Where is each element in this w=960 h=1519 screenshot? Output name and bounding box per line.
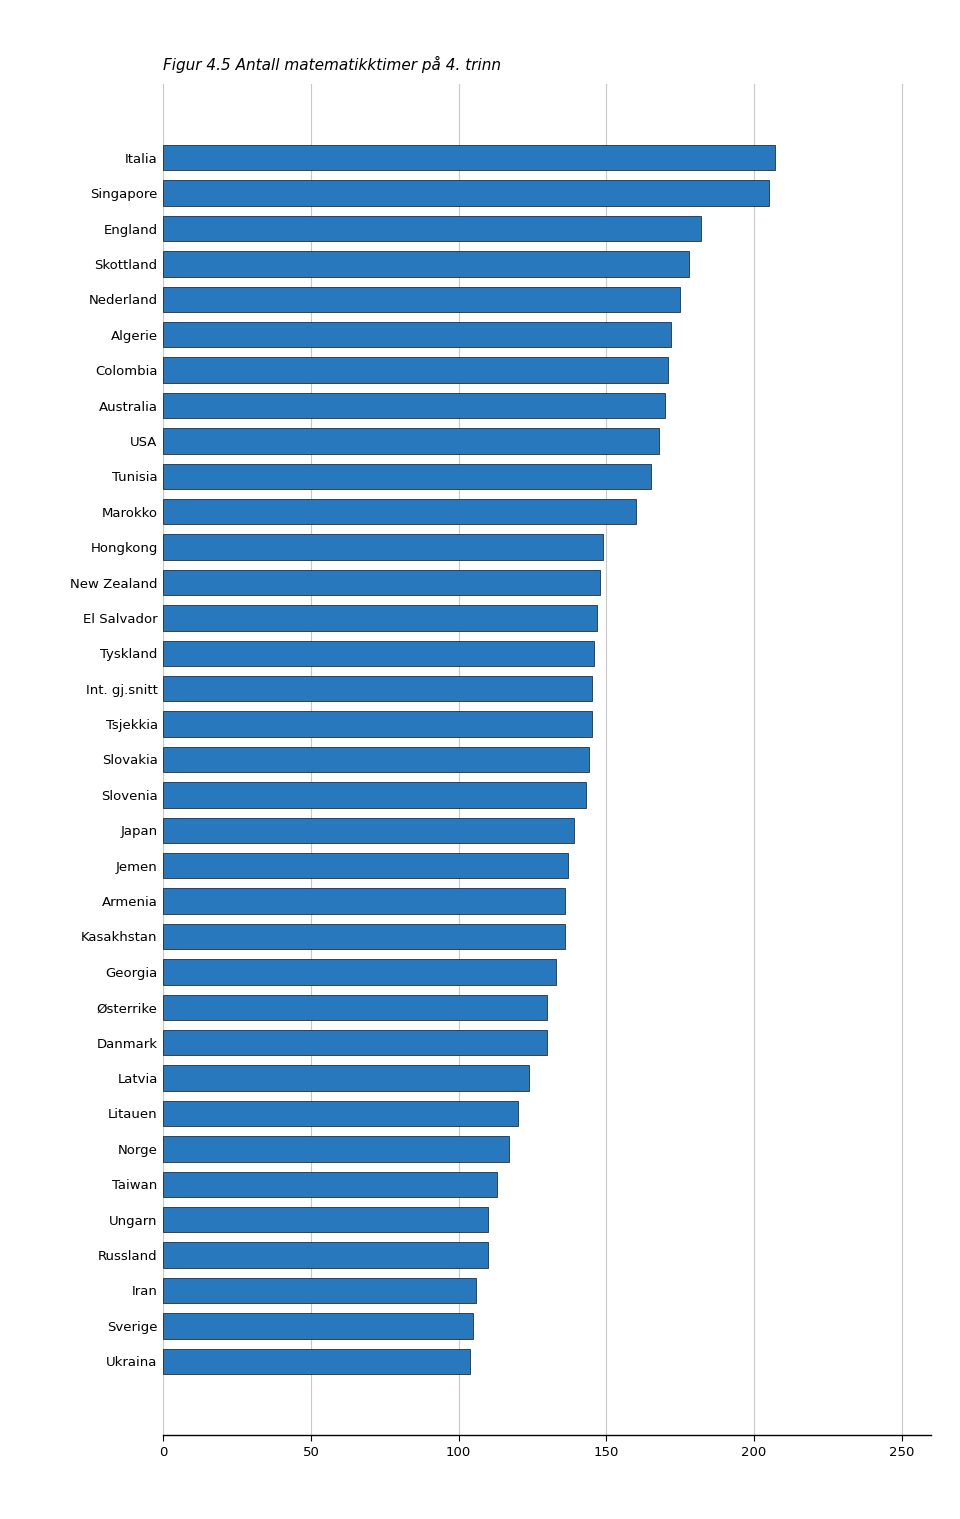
Bar — [163, 357, 668, 383]
Bar — [163, 1136, 509, 1162]
Bar — [163, 498, 636, 524]
Bar — [163, 817, 574, 843]
Bar — [163, 535, 603, 561]
Bar — [163, 1312, 473, 1338]
Bar — [163, 605, 597, 630]
Bar — [163, 889, 564, 914]
Bar — [163, 1101, 517, 1126]
Bar — [163, 854, 568, 878]
Bar — [163, 322, 671, 348]
Bar — [163, 995, 547, 1021]
Bar — [163, 1277, 476, 1303]
Bar — [163, 463, 651, 489]
Bar — [163, 428, 660, 454]
Text: Figur 4.5 Antall matematikktimer på 4. trinn: Figur 4.5 Antall matematikktimer på 4. t… — [163, 56, 501, 73]
Bar — [163, 570, 600, 595]
Bar — [163, 1349, 470, 1375]
Bar — [163, 641, 594, 665]
Bar — [163, 782, 586, 808]
Bar — [163, 393, 665, 418]
Bar — [163, 711, 591, 737]
Bar — [163, 1243, 488, 1268]
Bar — [163, 1208, 488, 1232]
Bar — [163, 924, 564, 949]
Bar — [163, 958, 556, 984]
Bar — [163, 251, 689, 276]
Bar — [163, 181, 769, 207]
Bar — [163, 144, 775, 170]
Bar — [163, 676, 591, 702]
Bar — [163, 216, 701, 242]
Bar — [163, 287, 680, 311]
Bar — [163, 1030, 547, 1056]
Bar — [163, 747, 588, 772]
Bar — [163, 1171, 497, 1197]
Bar — [163, 1065, 530, 1091]
